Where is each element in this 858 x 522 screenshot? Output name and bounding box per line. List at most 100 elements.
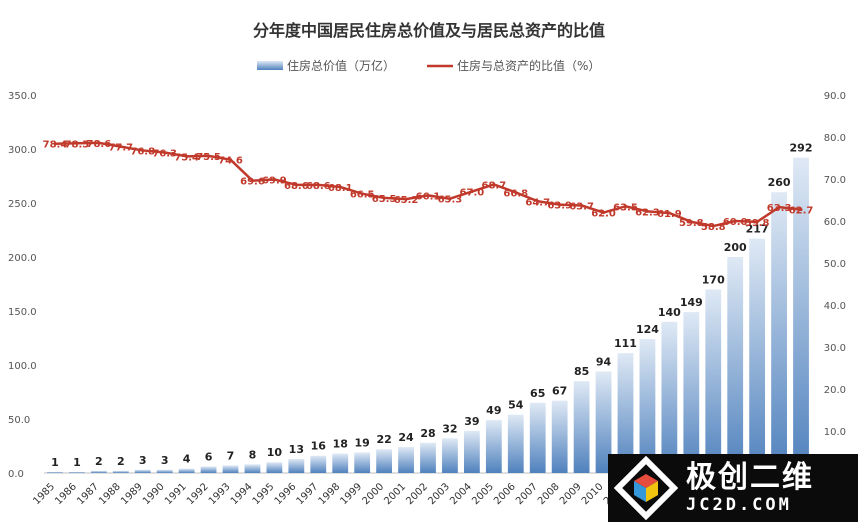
line-point (338, 185, 342, 189)
bar (244, 464, 261, 473)
x-tick-label: 1996 (273, 481, 299, 507)
bar (551, 400, 568, 473)
bar-value-label: 1 (73, 456, 81, 469)
bar-value-label: 16 (311, 440, 327, 453)
bar-value-label: 32 (442, 422, 457, 435)
x-tick-label: 2003 (426, 481, 452, 507)
bar (354, 452, 371, 473)
line-point (558, 203, 562, 207)
y-left-tick-label: 350.0 (8, 91, 37, 102)
bar-value-label: 260 (768, 176, 791, 189)
bar (156, 469, 173, 473)
bar-value-label: 124 (636, 323, 659, 336)
line-value-label: 67.0 (460, 188, 485, 199)
bar-value-label: 18 (333, 438, 348, 451)
watermark-url: JC2D.COM (686, 495, 792, 515)
line-point (53, 142, 57, 146)
x-tick-label: 1999 (339, 481, 365, 507)
line-point (97, 141, 101, 145)
line-value-label: 62.7 (789, 206, 814, 217)
line-value-label: 63.7 (569, 201, 594, 212)
line-point (272, 177, 276, 181)
y-axis-left: 0.0 50.0 100.0 150.0 200.0 250.0 300.0 350.0 (8, 91, 37, 480)
bar (420, 442, 436, 473)
line-value-label: 63.9 (547, 201, 572, 212)
line-point (470, 190, 474, 194)
bar-value-label: 67 (552, 385, 567, 398)
bar-value-label: 4 (183, 453, 191, 466)
line-point (689, 220, 693, 224)
line-point (492, 182, 496, 186)
line-value-label: 62.0 (591, 209, 616, 220)
line-value-label: 75.5 (196, 152, 221, 163)
y-left-tick-label: 250.0 (8, 199, 37, 210)
line-value-label: 66.8 (503, 188, 528, 199)
y-right-tick-label: 80.0 (824, 133, 846, 144)
line-point (711, 224, 715, 228)
x-tick-label: 1997 (295, 481, 321, 507)
y-axis-right: 10.0 20.0 30.0 40.0 50.0 60.0 70.0 80.0 90.0 (824, 91, 846, 438)
bar (639, 339, 656, 473)
line-value-label: 66.1 (416, 191, 441, 202)
bar (573, 381, 590, 473)
bar-value-label: 19 (355, 436, 370, 449)
bar-value-label: 39 (464, 415, 479, 428)
line-point (799, 208, 803, 212)
x-tick-label: 1992 (185, 481, 211, 507)
x-tick-label: 1994 (229, 481, 255, 507)
bar (376, 449, 393, 473)
y-right-tick-label: 70.0 (824, 175, 846, 186)
y-right-tick-label: 50.0 (824, 259, 846, 270)
bar (771, 192, 787, 473)
line-point (580, 203, 584, 207)
y-left-tick-label: 100.0 (8, 361, 37, 372)
line-point (404, 197, 408, 201)
line-value-label: 78.6 (87, 139, 112, 150)
watermark-logo-icon (614, 456, 678, 520)
bar-value-label: 2 (117, 455, 125, 468)
bar-value-label: 3 (161, 454, 169, 467)
bar-value-label: 94 (596, 355, 612, 368)
x-tick-label: 1993 (207, 481, 233, 507)
x-tick-label: 1989 (119, 481, 145, 507)
bar-value-label: 13 (289, 443, 304, 456)
y-left-tick-label: 50.0 (8, 415, 30, 426)
legend-line-label: 住房与总资产的比值（%） (457, 58, 600, 73)
line-value-label: 61.9 (657, 209, 682, 220)
legend-bar-label: 住房总价值（万亿） (287, 58, 395, 73)
bar-series (47, 157, 809, 473)
bar (310, 455, 327, 473)
line-value-label: 68.6 (306, 181, 331, 192)
line-value-label: 66.5 (350, 190, 375, 201)
bar-value-label: 24 (398, 431, 414, 444)
x-tick-label: 2009 (558, 481, 584, 507)
bar-value-label: 140 (658, 306, 681, 319)
line-point (382, 196, 386, 200)
x-tick-label: 1995 (251, 481, 277, 507)
y-right-tick-label: 30.0 (824, 343, 846, 354)
line-value-label: 78.5 (65, 139, 90, 150)
bar (727, 257, 744, 473)
y-left-tick-label: 300.0 (8, 145, 37, 156)
bar (134, 469, 151, 473)
x-tick-label: 1990 (141, 481, 167, 507)
bar (705, 289, 722, 473)
bar-value-label: 1 (51, 456, 59, 469)
bar-value-label: 111 (614, 337, 637, 350)
line-value-label: 76.3 (152, 149, 177, 160)
bar-value-label: 217 (746, 223, 769, 236)
line-value-label: 77.7 (108, 143, 133, 154)
line-value-label: 69.6 (240, 177, 265, 188)
x-tick-label: 1985 (31, 481, 57, 507)
bar (398, 447, 414, 473)
bar-value-label: 6 (205, 451, 213, 464)
y-right-tick-label: 40.0 (824, 301, 846, 312)
line-point (250, 179, 254, 183)
line-value-label: 62.3 (635, 207, 660, 218)
x-tick-label: 2000 (360, 481, 386, 507)
line-value-label: 64.7 (525, 197, 550, 208)
bar-value-label: 10 (267, 446, 283, 459)
y-left-tick-label: 200.0 (8, 253, 37, 264)
